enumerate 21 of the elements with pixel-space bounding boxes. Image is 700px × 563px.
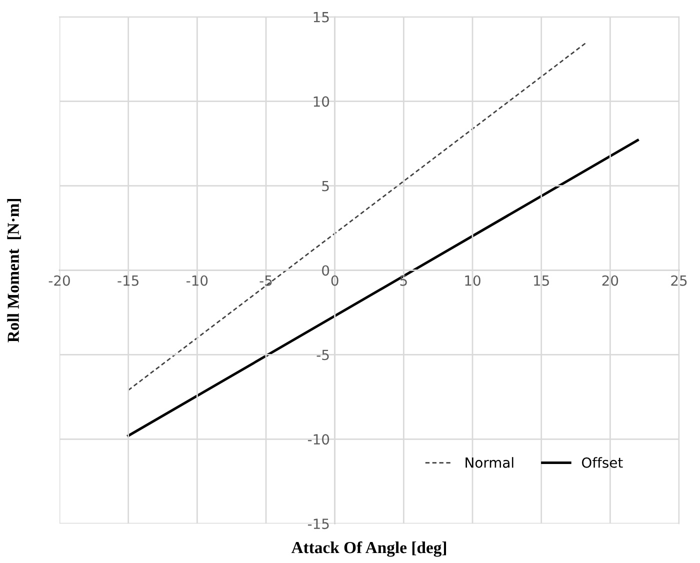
- y-tick-label: 0: [322, 265, 330, 276]
- x-tick-label: 10: [465, 275, 480, 286]
- legend-label: Offset: [582, 457, 623, 468]
- y-tick-label: 10: [314, 96, 330, 107]
- y-tick-label: -5: [316, 350, 329, 360]
- y-tick-label: -10: [308, 434, 330, 445]
- x-tick-label: -5: [260, 276, 272, 286]
- x-axis-title: Attack Of Angle [deg]: [291, 541, 446, 557]
- y-tick-label: 15: [314, 12, 329, 22]
- x-tick-label: -15: [118, 276, 138, 286]
- legend-label: Normal: [466, 457, 514, 468]
- y-tick-label: -15: [308, 518, 329, 530]
- x-tick-label: 25: [671, 275, 687, 286]
- y-axis-title: Roll Moment [N·m]: [7, 199, 22, 342]
- x-tick-label: 15: [534, 276, 549, 286]
- x-tick-label: -10: [186, 275, 208, 286]
- x-tick-label: -20: [48, 275, 70, 286]
- x-tick-label: 5: [400, 276, 407, 286]
- x-tick-label: 20: [602, 275, 618, 286]
- x-tick-label: 0: [331, 275, 338, 286]
- y-tick-label: 5: [322, 180, 329, 192]
